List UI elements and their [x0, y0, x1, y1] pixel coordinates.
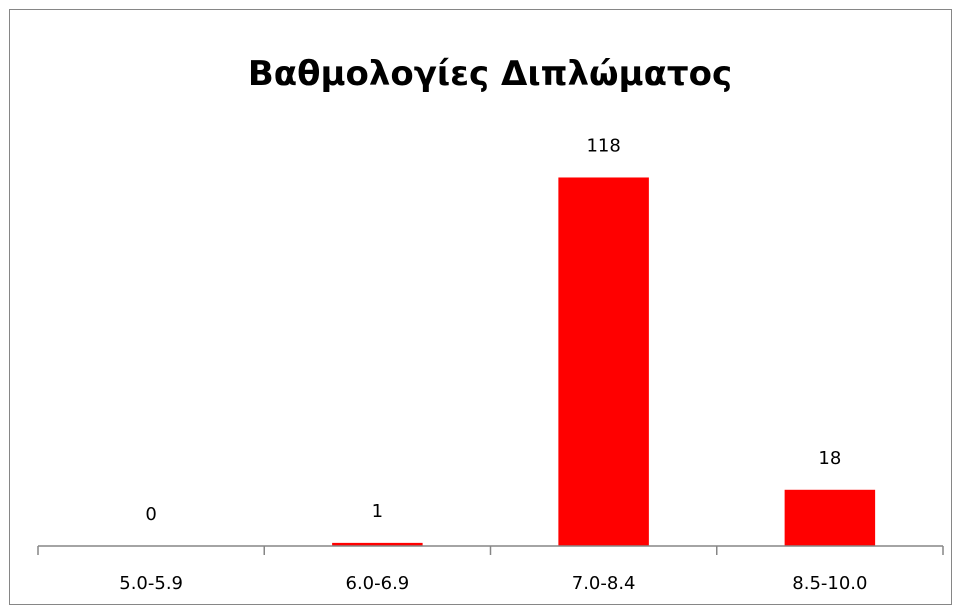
data-label: 0 [145, 504, 156, 525]
data-labels-group: 0 1 118 18 [145, 135, 841, 525]
data-label: 118 [586, 135, 620, 156]
x-tick-label: 5.0-5.9 [119, 573, 183, 594]
bar-8.5-10.0 [784, 489, 876, 546]
x-tick-label: 8.5-10.0 [792, 573, 867, 594]
data-label: 1 [372, 501, 383, 522]
bar-7.0-8.4 [558, 177, 649, 546]
x-axis: 5.0-5.9 6.0-6.9 7.0-8.4 8.5-10.0 [37, 545, 944, 594]
data-label: 18 [818, 448, 841, 469]
bars-group [332, 177, 876, 546]
chart-title: Βαθμολογίες Διπλώματος [248, 54, 732, 94]
x-tick-label: 7.0-8.4 [572, 573, 636, 594]
x-tick-label: 6.0-6.9 [346, 573, 410, 594]
bar-6.0-6.9 [332, 542, 423, 546]
